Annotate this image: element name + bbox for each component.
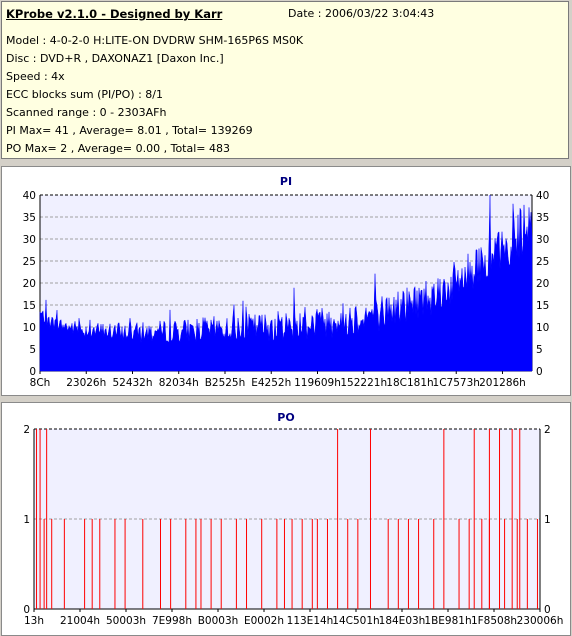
po-x-tick-label: 1BE981h	[424, 615, 471, 627]
pi-x-tick-label: 152221h	[340, 377, 387, 389]
pi-x-tick-label: 119609h	[294, 377, 341, 389]
po-x-tick-label: E0002h	[244, 615, 284, 627]
po-x-tick-label: 1F8508h	[471, 615, 517, 627]
pi-x-tick-label: B2525h	[205, 377, 246, 389]
info-speed: Speed : 4x	[6, 70, 65, 83]
pi-x-tick-label: 201286h	[479, 377, 526, 389]
po-y-tick-left: 0	[23, 604, 30, 616]
pi-y-tick-left: 0	[29, 366, 36, 378]
pi-y-tick-left: 5	[29, 344, 36, 356]
scan-date: Date : 2006/03/22 3:04:43	[288, 7, 435, 20]
pi-x-tick-label: 82034h	[159, 377, 199, 389]
pi-x-tick-label: 18C181h	[386, 377, 433, 389]
po-x-tick-label: B0003h	[198, 615, 239, 627]
po-x-tick-label: 113E14h	[287, 615, 334, 627]
po-y-tick-left: 2	[23, 424, 30, 436]
pi-y-tick-right: 30	[536, 234, 549, 246]
po-x-tick-label: 7E998h	[152, 615, 192, 627]
pi-y-tick-left: 25	[23, 256, 36, 268]
pi-y-tick-right: 5	[536, 344, 543, 356]
info-model: Model : 4-0-2-0 H:LITE-ON DVDRW SHM-165P…	[6, 34, 304, 47]
pi-y-tick-left: 40	[23, 190, 36, 202]
pi-x-tick-label: E4252h	[251, 377, 291, 389]
po-y-tick-left: 1	[23, 514, 30, 526]
pi-x-tick-label: 1C7573h	[433, 377, 480, 389]
po-x-tick-label: 184E03h	[379, 615, 426, 627]
pi-y-tick-left: 15	[23, 300, 36, 312]
po-x-tick-label: 50003h	[106, 615, 146, 627]
po-chart-panel: PO 0 0 1 1 2 2 13h 21004h 50003h 7E998h B0003h E000…	[1, 402, 571, 636]
po-chart-title: PO	[277, 411, 295, 424]
pi-y-tick-right: 10	[536, 322, 549, 334]
pi-chart: 0 0 5 5 10 10 15 15 20 20 25 25 30 30 35 35 40 40 8Ch 23026…	[23, 190, 550, 389]
pi-series-area	[39, 194, 533, 372]
po-x-tick-label: 14C501h	[332, 615, 379, 627]
pi-y-tick-left: 10	[23, 322, 36, 334]
pi-y-tick-right: 40	[536, 190, 549, 202]
disc-info-panel: KProbe v2.1.0 - Designed by Karr Date : …	[1, 1, 569, 159]
info-disc: Disc : DVD+R , DAXONAZ1 [Daxon Inc.]	[6, 52, 224, 65]
info-ecc: ECC blocks sum (PI/PO) : 8/1	[6, 88, 163, 101]
pi-y-tick-right: 35	[536, 212, 549, 224]
pi-x-tick-label: 52432h	[112, 377, 152, 389]
pi-y-tick-left: 20	[23, 278, 36, 290]
po-y-tick-right: 0	[544, 604, 551, 616]
pi-x-tick-label: 8Ch	[30, 377, 51, 389]
pi-y-tick-right: 25	[536, 256, 549, 268]
po-y-tick-right: 1	[544, 514, 551, 526]
po-x-tick-label: 13h	[24, 615, 44, 627]
pi-chart-panel: PI 0 0 5 5 10 10 15 15 20 20 25 25 30 30 35 35 40 40 8Ch 23…	[1, 166, 571, 396]
pi-y-tick-right: 0	[536, 366, 543, 378]
pi-x-tick-label: 23026h	[66, 377, 106, 389]
po-x-tick-label: 230006h	[517, 615, 564, 627]
pi-y-tick-right: 20	[536, 278, 549, 290]
pi-y-tick-left: 30	[23, 234, 36, 246]
pi-chart-title: PI	[279, 175, 293, 188]
info-pi-stats: PI Max= 41 , Average= 8.01 , Total= 1392…	[6, 124, 253, 137]
pi-y-tick-right: 15	[536, 300, 549, 312]
app-title: KProbe v2.1.0 - Designed by Karr	[6, 7, 223, 21]
po-x-tick-label: 21004h	[60, 615, 100, 627]
info-po-stats: PO Max= 2 , Average= 0.00 , Total= 483	[6, 142, 230, 155]
info-range: Scanned range : 0 - 2303AFh	[6, 106, 167, 119]
po-y-tick-right: 2	[544, 424, 551, 436]
pi-y-tick-left: 35	[23, 212, 36, 224]
